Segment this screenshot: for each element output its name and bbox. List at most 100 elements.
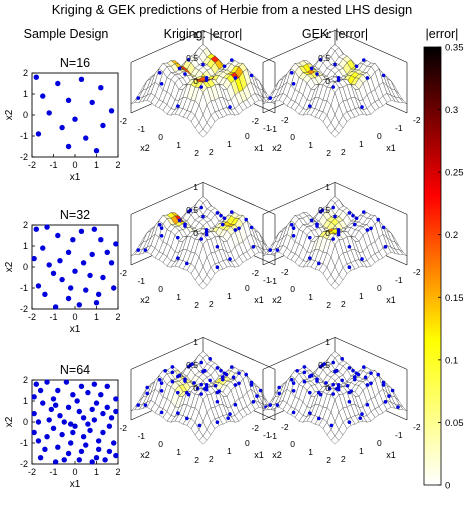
sample-point [98, 392, 104, 398]
sample-point-on-surface [335, 387, 339, 391]
sample-point-on-surface [351, 213, 355, 218]
sample-point-on-surface [354, 64, 359, 69]
sample-point [104, 249, 110, 255]
colorbar-gradient [423, 46, 442, 486]
sample-point-on-surface [159, 226, 164, 230]
x-axis-label: x1 [386, 143, 396, 153]
y-tick-label: -1 [137, 124, 145, 134]
sample-point-on-surface [249, 225, 254, 230]
sample-point-on-surface [244, 372, 248, 377]
sample-point-on-surface [163, 368, 167, 373]
sample-point [113, 452, 119, 459]
colorbar-tick-label: 0 [445, 481, 450, 492]
y-tick-label: -2 [20, 152, 28, 162]
sample-point-on-surface [291, 234, 296, 238]
sample-point-on-surface [365, 402, 370, 407]
sample-point-on-surface [376, 217, 381, 222]
x-tick-label: -2 [281, 267, 289, 277]
sample-point-on-surface [197, 423, 202, 428]
axis-box-edge [202, 30, 276, 63]
z-tick-label: 0 [325, 383, 330, 393]
sample-point [95, 438, 102, 444]
sample-point-on-surface [320, 208, 325, 213]
y-tick-label: 1 [23, 396, 28, 406]
sample-point [46, 262, 52, 268]
sample-point-on-surface [331, 85, 336, 89]
sample-point-on-surface [204, 78, 209, 82]
sample-point-on-surface [302, 370, 307, 375]
sample-point [80, 434, 87, 440]
sample-point-on-surface [222, 64, 227, 69]
sample-point-on-surface [143, 248, 148, 252]
surface-panel: 0 0.5 1 -2 -1 0 1 2 -2 -1 0 1 2 x1 x2 [251, 30, 420, 158]
surface-cell [330, 435, 340, 445]
sample-point-on-surface [318, 392, 323, 397]
sample-point [33, 226, 39, 232]
sample-point [31, 429, 37, 436]
axis-box-edge [130, 337, 204, 370]
sample-point-on-surface [176, 235, 180, 240]
sample-point [55, 444, 61, 450]
x-tick-label: 1 [94, 467, 99, 477]
x-tick-label: -2 [281, 115, 289, 125]
sample-point-on-surface [315, 377, 319, 381]
sample-point-on-surface [185, 416, 189, 421]
sample-point-on-surface [387, 394, 391, 398]
y-tick-label: 0 [158, 284, 163, 294]
x-tick-label: -1 [395, 275, 403, 285]
sample-point-on-surface [335, 368, 339, 373]
panel-title: N=32 [60, 208, 90, 222]
sample-point-on-surface [324, 381, 328, 385]
panel-title: N=16 [60, 56, 90, 70]
y-tick-label: -2 [20, 459, 28, 469]
colorbar-tick-label: 0.25 [445, 168, 464, 179]
y-tick-label: 0 [290, 439, 295, 449]
y-tick-label: 2 [326, 455, 331, 465]
axis-box-edge [334, 337, 408, 370]
y-tick-label: -1 [137, 431, 145, 441]
sample-point [68, 440, 74, 446]
sample-point-on-surface [188, 208, 193, 213]
sample-point-on-surface [347, 420, 352, 425]
sample-point-on-surface [183, 222, 187, 226]
surface-cell [330, 280, 340, 290]
sample-point-on-surface [396, 405, 400, 409]
sample-point [59, 276, 65, 283]
header-colorbar: |error| [426, 27, 459, 41]
sample-point [95, 291, 102, 297]
y-tick-label: 0 [290, 284, 295, 294]
surface-panel: 0 0.5 1 -2 -1 0 1 2 -2 -1 0 1 2 x1 x2 [119, 30, 288, 158]
sample-point-on-surface [226, 416, 230, 420]
z-tick-label: 1 [193, 337, 198, 347]
sample-point-on-surface [268, 403, 273, 407]
sample-point-on-surface [233, 76, 238, 80]
sample-point [33, 381, 39, 387]
y-tick-label: 2 [194, 300, 199, 310]
x-axis-label: x1 [254, 450, 264, 460]
sample-point-on-surface [353, 377, 357, 382]
y-axis-label: x2 [140, 295, 150, 305]
sample-point-on-surface [354, 216, 359, 221]
x-tick-label: -2 [413, 422, 421, 432]
y-axis-label: x2 [272, 450, 282, 460]
sample-point-on-surface [302, 365, 307, 369]
y-tick-label: 0 [23, 110, 28, 120]
sample-point-on-surface [308, 374, 312, 379]
x-tick-label: -1 [263, 430, 271, 440]
sample-point-on-surface [308, 411, 312, 415]
sample-point [33, 74, 39, 80]
colorbar-tick-label: 0.35 [445, 43, 464, 54]
sample-point-on-surface [347, 399, 352, 404]
sample-point-on-surface [237, 371, 241, 375]
axis-box-edge [262, 30, 336, 63]
sample-point [44, 379, 50, 385]
z-tick-label: 0 [193, 228, 198, 238]
sample-point [104, 383, 110, 389]
sample-point-on-surface [177, 218, 182, 223]
sample-point-on-surface [201, 62, 205, 67]
sample-point-on-surface [369, 371, 373, 375]
header-sample-design: Sample Design [24, 27, 109, 41]
sample-point-on-surface [369, 226, 373, 231]
surface-cell [330, 128, 340, 138]
